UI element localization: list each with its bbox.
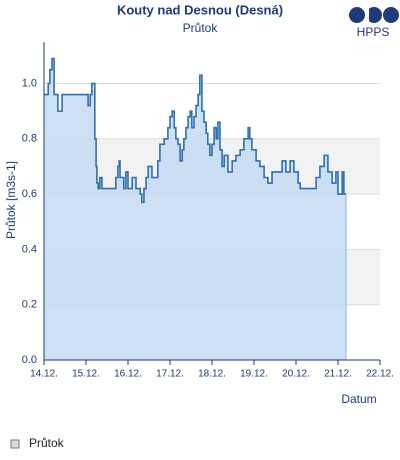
y-tick-label: 0.4 — [22, 243, 37, 255]
y-tick-label: 0.6 — [22, 188, 37, 200]
logo: HPPS — [349, 6, 399, 39]
x-tick-label: 21.12. — [324, 369, 352, 380]
x-tick-label: 18.12. — [198, 369, 226, 380]
logo-text: HPPS — [357, 25, 390, 39]
y-tick-label: 0.8 — [22, 133, 37, 145]
y-tick-label: 0.0 — [22, 354, 37, 366]
x-axis-label: Datum — [341, 392, 376, 406]
x-tick-label: 16.12. — [114, 369, 142, 380]
y-tick-label: 0.2 — [22, 299, 37, 311]
x-tick-label: 14.12. — [30, 369, 58, 380]
y-axis-label: Průtok [m3s-1] — [4, 161, 18, 239]
area — [43, 58, 347, 361]
x-tick-label: 20.12. — [282, 369, 310, 380]
chart-subtitle: Průtok — [183, 21, 219, 35]
x-tick-label: 15.12. — [72, 369, 100, 380]
x-tick-label: 19.12. — [240, 369, 268, 380]
x-tick-label: 22.12. — [366, 369, 394, 380]
line — [44, 57, 346, 204]
legend-label: Průtok — [29, 436, 65, 450]
x-tick-label: 17.12. — [156, 369, 184, 380]
y-tick-label: 1.0 — [22, 77, 37, 89]
legend-swatch — [10, 439, 20, 449]
chart-title: Kouty nad Desnou (Desná) — [117, 2, 283, 17]
